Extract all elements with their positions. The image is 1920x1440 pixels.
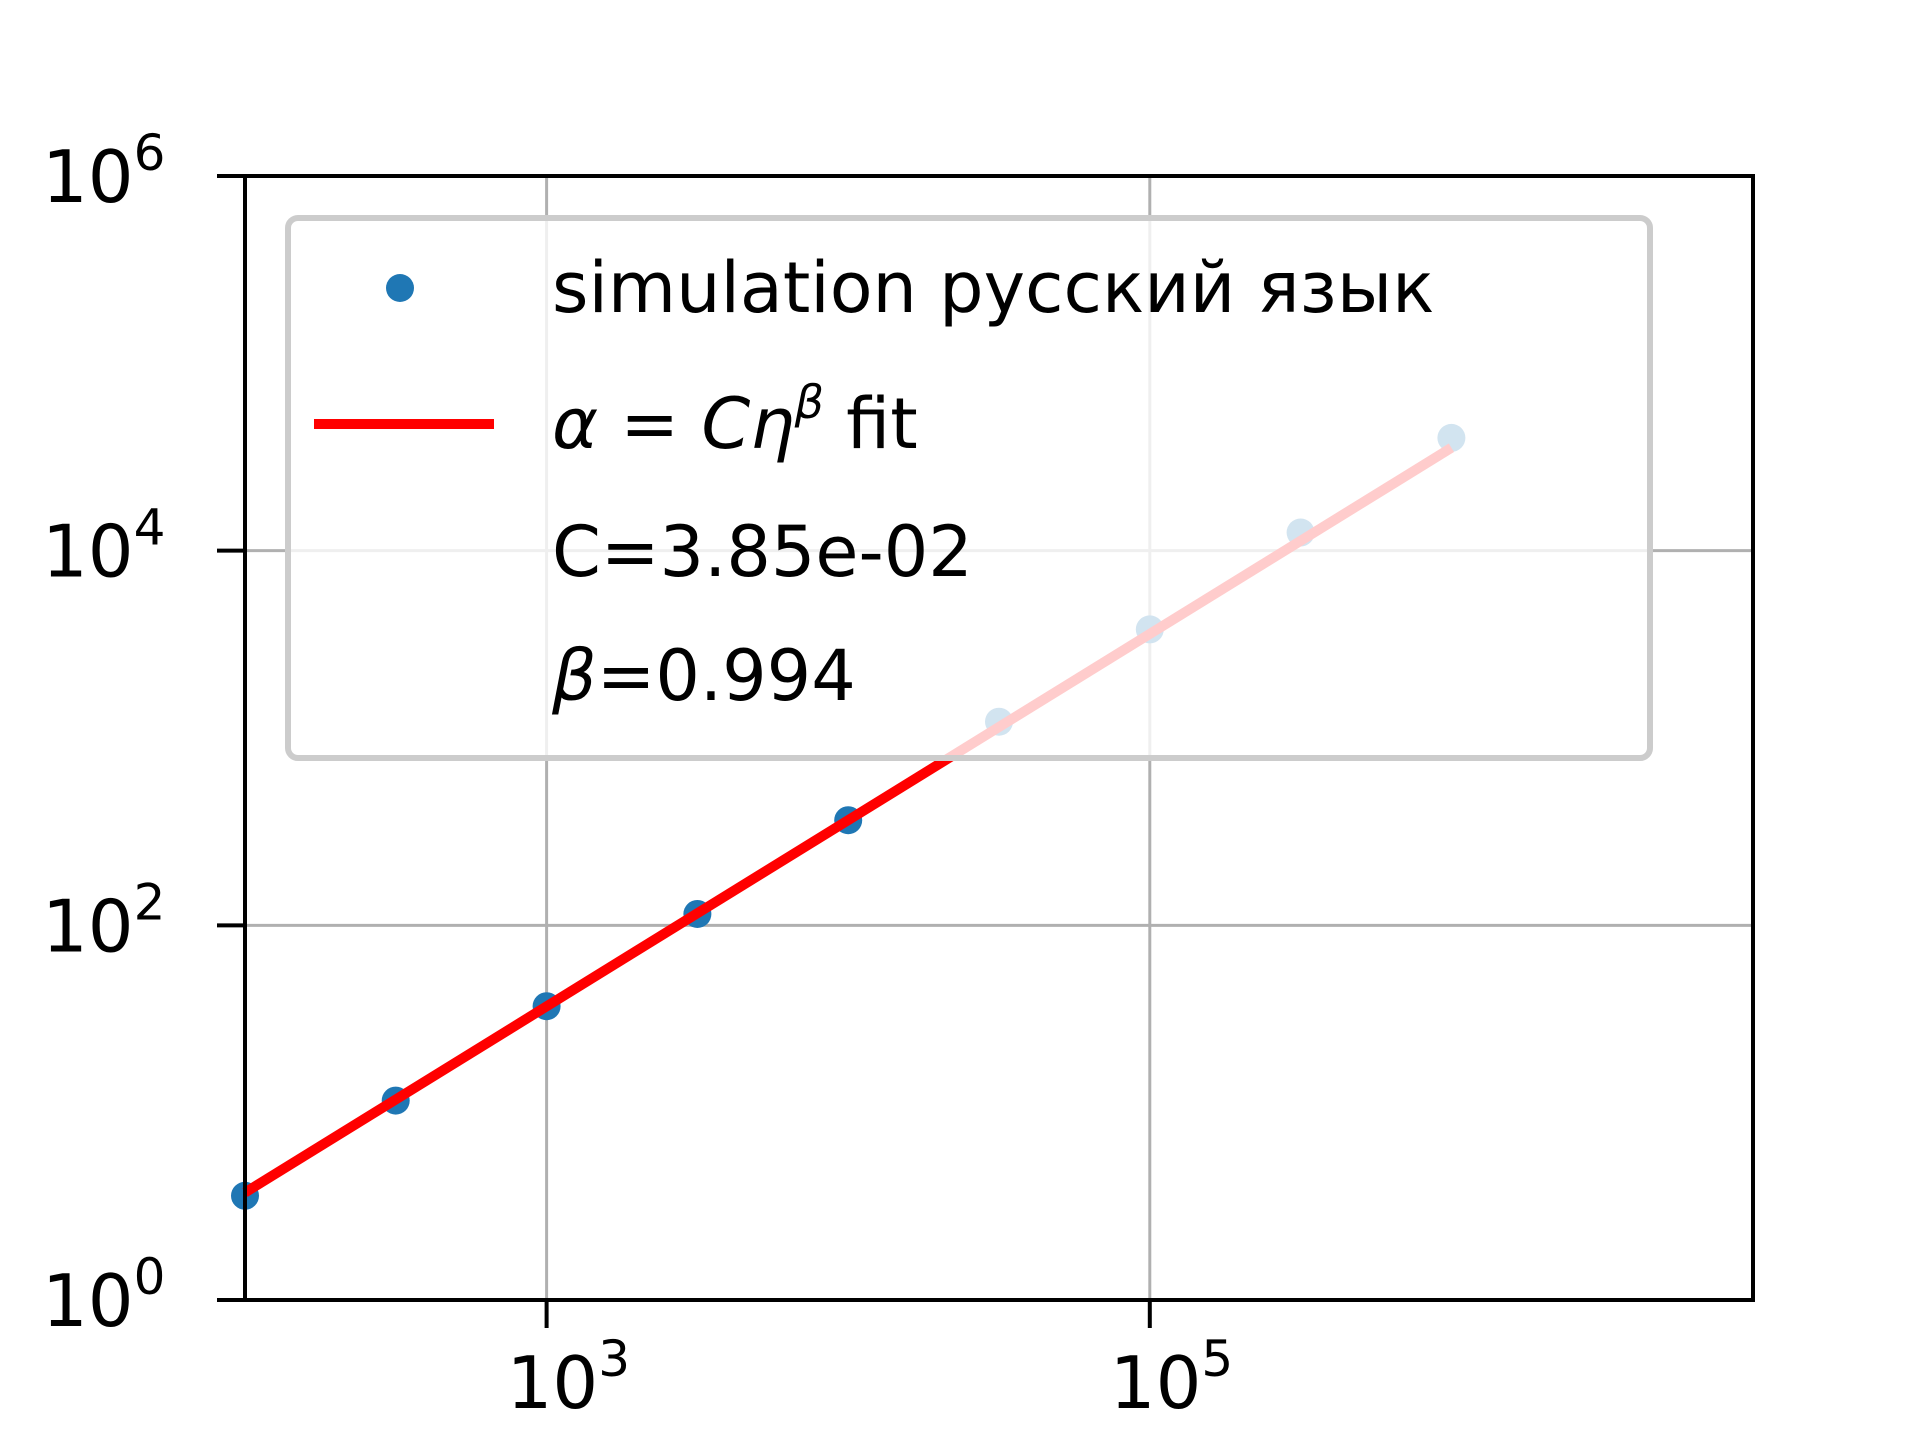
axes: 103 105 100 102 104 106 (42, 124, 1755, 1425)
y-tick-label: 104 (42, 499, 165, 594)
axes-frame (243, 174, 1755, 1302)
y-tick-label: 100 (42, 1248, 165, 1343)
legend-scatter-marker (386, 274, 414, 302)
legend-scatter-label: simulation русский язык (552, 247, 1434, 329)
legend-c-value: C=3.85e-02 (552, 511, 973, 593)
y-tick-label: 106 (42, 124, 165, 219)
y-tick-label: 102 (42, 873, 165, 968)
legend-box (285, 215, 1653, 761)
x-tick-label: 105 (1110, 1330, 1233, 1425)
x-tick-label: 103 (507, 1330, 630, 1425)
legend-fit-label: α = Cηβ fit (552, 375, 918, 465)
legend-beta-value: β=0.994 (551, 635, 856, 717)
legend: simulation русский язык α = Cηβ fit C=3.… (285, 215, 1653, 761)
